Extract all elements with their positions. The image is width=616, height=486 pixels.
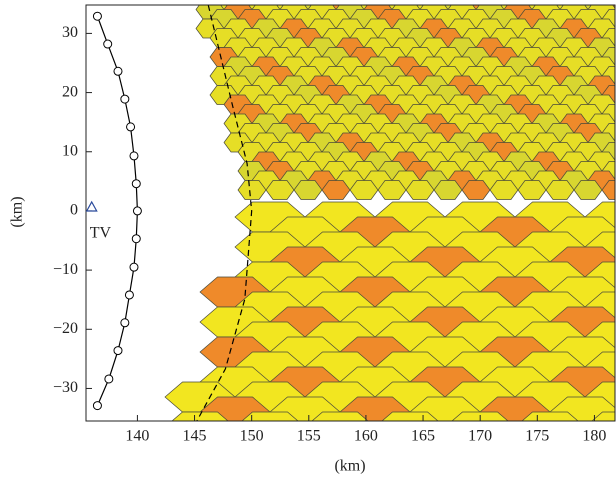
plot-marks <box>92 5 253 421</box>
track-point <box>131 179 141 189</box>
y-tick-label: 10 <box>62 142 78 159</box>
x-axis-label: (km) <box>334 458 365 475</box>
x-tick-label: 150 <box>240 428 264 445</box>
hex-cell <box>591 411 615 421</box>
hex-cell <box>521 411 579 421</box>
dashed-line <box>196 5 253 421</box>
track-point <box>126 122 136 132</box>
plot-frame <box>85 4 616 422</box>
hex-cell <box>311 411 369 421</box>
hex-cell <box>381 411 439 421</box>
track-point <box>113 66 123 76</box>
hex-cell <box>601 180 615 200</box>
x-tick-label: 165 <box>411 428 435 445</box>
track-point <box>104 374 114 384</box>
track-point <box>120 318 130 328</box>
track-point <box>92 401 102 411</box>
hex-grid <box>164 5 615 421</box>
hex-cell <box>241 411 299 421</box>
x-tick-label: 145 <box>183 428 207 445</box>
track-point <box>131 234 141 244</box>
track-point <box>92 11 102 21</box>
track-point <box>103 39 113 49</box>
hex-cell <box>171 411 229 421</box>
track-point <box>132 206 142 216</box>
station-label: TV <box>90 225 112 242</box>
x-tick-label: 175 <box>525 428 549 445</box>
y-axis-label: (km) <box>9 196 26 227</box>
track-point <box>113 346 123 356</box>
y-tick-label: 0 <box>70 202 78 219</box>
track-point <box>129 151 139 161</box>
y-tick-label: −20 <box>53 320 78 337</box>
station-marker <box>85 200 98 212</box>
x-tick-label: 160 <box>354 428 378 445</box>
x-tick-label: 140 <box>125 428 149 445</box>
track-point <box>124 290 134 300</box>
x-tick-label: 170 <box>468 428 492 445</box>
track-point <box>120 94 130 104</box>
y-tick-label: 30 <box>62 24 78 41</box>
y-tick-label: 20 <box>62 83 78 100</box>
x-tick-label: 180 <box>582 428 606 445</box>
track-point <box>129 262 139 272</box>
y-tick-label: −10 <box>53 261 78 278</box>
y-tick-label: −30 <box>53 379 78 396</box>
x-tick-label: 155 <box>297 428 321 445</box>
